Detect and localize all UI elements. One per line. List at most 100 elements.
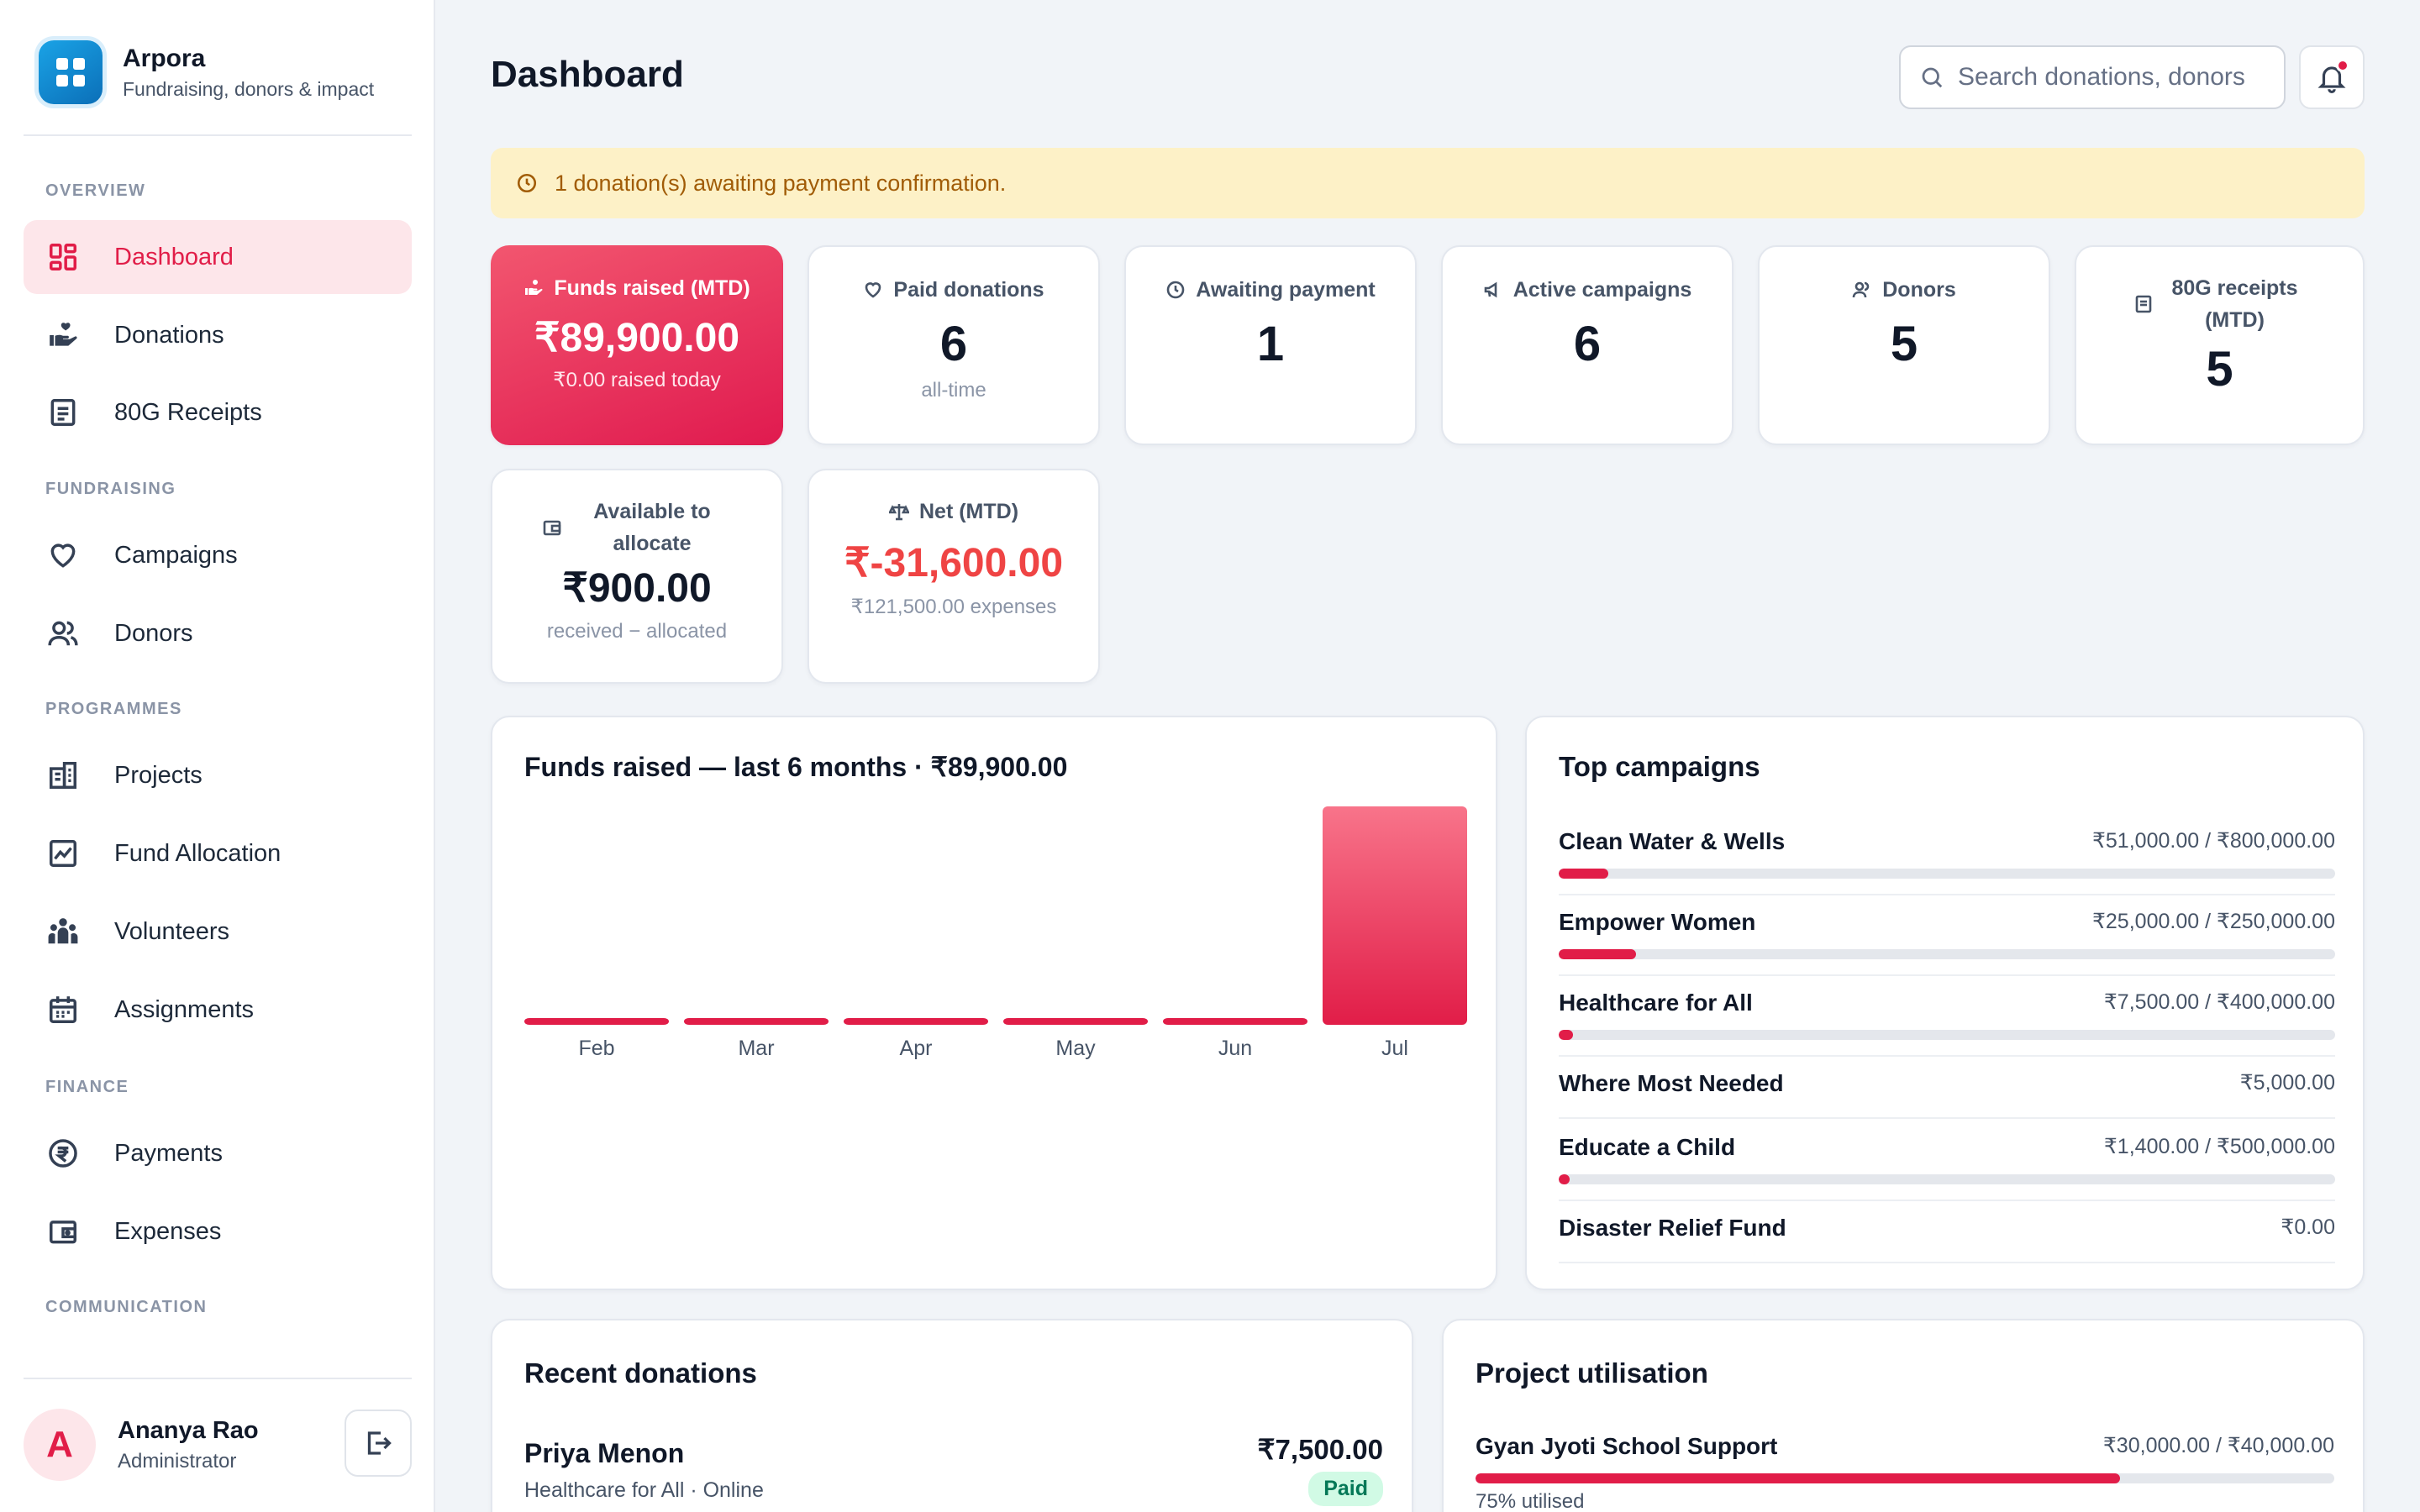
notification-dot bbox=[2336, 59, 2349, 72]
chart-bar-mar[interactable] bbox=[684, 1018, 829, 1025]
chart-tick-label: Mar bbox=[738, 1037, 774, 1060]
section-label-finance: FINANCE bbox=[45, 1078, 129, 1096]
row-divider bbox=[1559, 1262, 2335, 1263]
hand-coins-icon bbox=[523, 278, 544, 298]
funds-chart-card: Funds raised — last 6 months · ₹89,900.0… bbox=[491, 716, 1497, 1290]
sidebar-item-label: Donors bbox=[114, 619, 193, 647]
project-utilisation-note: 75% utilised bbox=[1476, 1490, 1585, 1512]
campaign-name: Educate a Child bbox=[1559, 1134, 1736, 1160]
page-title: Dashboard bbox=[491, 54, 684, 95]
dashboard-icon bbox=[45, 239, 81, 275]
search-box[interactable] bbox=[1899, 45, 2286, 109]
chart-title: Funds raised — last 6 months · ₹89,900.0… bbox=[524, 752, 1068, 782]
stat-label: 80G receipts (MTD) bbox=[2171, 276, 2298, 332]
stat-sub: ₹0.00 raised today bbox=[553, 369, 721, 391]
recent-donations-title: Recent donations bbox=[524, 1357, 757, 1389]
campaign-amount: ₹7,500.00 / ₹400,000.00 bbox=[2103, 990, 2335, 1014]
sidebar-item-donations[interactable]: Donations bbox=[24, 298, 412, 372]
receipt-icon bbox=[45, 395, 81, 430]
user-name: Ananya Rao bbox=[118, 1416, 259, 1444]
stat-label: Donors bbox=[1882, 278, 1956, 302]
campaign-amount: ₹1,400.00 / ₹500,000.00 bbox=[2103, 1135, 2335, 1158]
project-progress-bar bbox=[1476, 1473, 2334, 1483]
clock-icon bbox=[516, 172, 538, 194]
wallet-icon bbox=[542, 517, 562, 538]
campaign-name: Empower Women bbox=[1559, 909, 1756, 935]
sidebar-item-campaigns[interactable]: Campaigns bbox=[24, 518, 412, 592]
bell-icon bbox=[2317, 66, 2346, 93]
team-icon bbox=[45, 914, 81, 949]
calendar-icon bbox=[45, 992, 81, 1027]
sidebar-item-fund-allocation[interactable]: Fund Allocation bbox=[24, 816, 412, 890]
campaign-progress-bar bbox=[1559, 1174, 2335, 1184]
status-badge-label: Paid bbox=[1308, 1472, 1383, 1506]
sidebar: Arpora Fundraising, donors & impact OVER… bbox=[0, 0, 435, 1512]
sidebar-item-payments[interactable]: Payments bbox=[24, 1116, 412, 1190]
stat-card-net-mtd[interactable]: Net (MTD) ₹-31,600.00 ₹121,500.00 expens… bbox=[808, 469, 1100, 684]
row-divider bbox=[1559, 974, 2335, 976]
project-row[interactable]: Gyan Jyoti School Support ₹30,000.00 / ₹… bbox=[1476, 1433, 2334, 1512]
sidebar-item-donors[interactable]: Donors bbox=[24, 596, 412, 670]
sidebar-item-80g-receipts[interactable]: 80G Receipts bbox=[24, 375, 412, 449]
logout-button[interactable] bbox=[345, 1410, 412, 1477]
sidebar-item-label: Payments bbox=[114, 1139, 223, 1167]
app-name: Arpora bbox=[123, 44, 206, 72]
app-tagline: Fundraising, donors & impact bbox=[123, 77, 375, 100]
wallet-icon bbox=[45, 1214, 81, 1249]
heart-icon bbox=[863, 280, 883, 300]
status-badge: Paid bbox=[1308, 1472, 1383, 1506]
campaign-progress-bar bbox=[1559, 949, 2335, 959]
megaphone-icon bbox=[1483, 280, 1503, 300]
donation-detail: Healthcare for All · Online bbox=[524, 1478, 764, 1502]
notifications-button[interactable] bbox=[2299, 45, 2365, 109]
sidebar-item-label: Volunteers bbox=[114, 917, 230, 945]
stat-value: 5 bbox=[2206, 342, 2233, 396]
stat-label: Paid donations bbox=[893, 278, 1044, 302]
sidebar-item-projects[interactable]: Projects bbox=[24, 738, 412, 812]
chart-bar-apr[interactable] bbox=[844, 1018, 988, 1025]
brand[interactable]: Arpora Fundraising, donors & impact bbox=[39, 40, 374, 104]
stat-card-paid-donations[interactable]: Paid donations 6 all-time bbox=[808, 245, 1100, 445]
stat-sub: received − allocated bbox=[546, 620, 728, 643]
chart-bar-feb[interactable] bbox=[524, 1018, 669, 1025]
stat-value: ₹-31,600.00 bbox=[844, 541, 1064, 585]
chart-bar-may[interactable] bbox=[1003, 1018, 1148, 1025]
campaign-amount: ₹25,000.00 / ₹250,000.00 bbox=[2092, 910, 2335, 933]
project-amount: ₹30,000.00 / ₹40,000.00 bbox=[2102, 1434, 2334, 1457]
stat-label: Active campaigns bbox=[1512, 278, 1692, 302]
stat-value: 6 bbox=[939, 317, 968, 371]
campaign-amount: ₹5,000.00 bbox=[2239, 1071, 2335, 1095]
heart-icon bbox=[45, 538, 81, 573]
sidebar-item-label: Expenses bbox=[114, 1217, 222, 1245]
stat-card-active-campaigns[interactable]: Active campaigns 6 bbox=[1441, 245, 1733, 445]
row-divider bbox=[1559, 894, 2335, 895]
search-input[interactable] bbox=[1958, 63, 2277, 92]
stat-label: Awaiting payment bbox=[1196, 278, 1376, 302]
sidebar-item-expenses[interactable]: Expenses bbox=[24, 1194, 412, 1268]
chart-bar-jul[interactable] bbox=[1323, 806, 1467, 1025]
campaign-progress-fill bbox=[1559, 1030, 1574, 1040]
donation-row[interactable]: Priya Menon Healthcare for All · Online … bbox=[524, 1434, 1383, 1512]
stat-card-funds-raised[interactable]: Funds raised (MTD) ₹89,900.00 ₹0.00 rais… bbox=[491, 245, 783, 445]
stat-card-donors[interactable]: Donors 5 bbox=[1758, 245, 2050, 445]
pending-payment-alert: 1 donation(s) awaiting payment confirmat… bbox=[491, 148, 2365, 218]
stat-card-80g-receipts[interactable]: 80G receipts (MTD) 5 bbox=[2075, 245, 2365, 445]
sidebar-item-label: Donations bbox=[114, 321, 224, 349]
top-campaigns-card: Top campaigns Clean Water & Wells ₹51,00… bbox=[1525, 716, 2365, 1290]
avatar[interactable]: A bbox=[24, 1409, 96, 1481]
sidebar-item-dashboard[interactable]: Dashboard bbox=[24, 220, 412, 294]
users-icon bbox=[45, 616, 81, 651]
chart-bar-jun[interactable] bbox=[1163, 1018, 1307, 1025]
sidebar-item-assignments[interactable]: Assignments bbox=[24, 973, 412, 1047]
sidebar-item-volunteers[interactable]: Volunteers bbox=[24, 895, 412, 969]
stat-sub: all-time bbox=[921, 379, 986, 402]
recent-donations-card: Recent donations Priya Menon Healthcare … bbox=[491, 1319, 1413, 1512]
stat-card-awaiting-payment[interactable]: Awaiting payment 1 bbox=[1124, 245, 1417, 445]
campaign-name: Disaster Relief Fund bbox=[1559, 1215, 1786, 1241]
clock-icon bbox=[1165, 280, 1186, 300]
stat-card-available-to-allocate[interactable]: Available to allocate ₹900.00 received −… bbox=[491, 469, 783, 684]
campaign-progress-bar bbox=[1559, 869, 2335, 879]
campaign-name: Healthcare for All bbox=[1559, 990, 1753, 1016]
alert-text: 1 donation(s) awaiting payment confirmat… bbox=[555, 170, 1007, 196]
sidebar-item-label: Campaigns bbox=[114, 541, 238, 569]
